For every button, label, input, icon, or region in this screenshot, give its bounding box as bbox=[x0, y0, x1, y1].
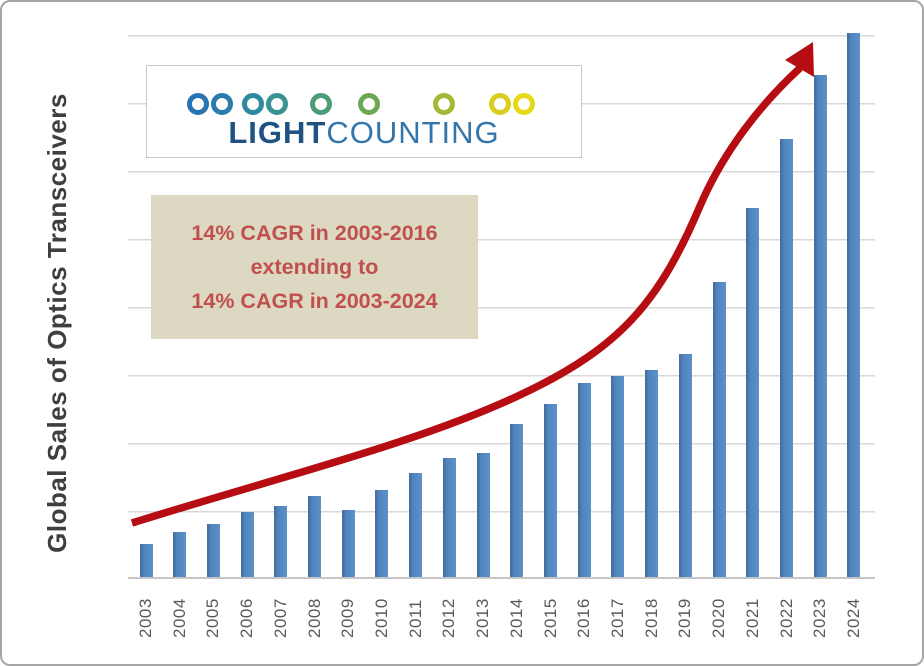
bar-2019 bbox=[678, 353, 692, 577]
x-tick-label-2012: 2012 bbox=[439, 598, 459, 638]
logo-word-counting: COUNTING bbox=[326, 115, 500, 150]
cagr-line-2: extending to bbox=[250, 254, 379, 279]
bar-2024 bbox=[847, 33, 861, 577]
cagr-line-1: 14% CAGR in 2003-2016 bbox=[191, 220, 438, 245]
chain-circle bbox=[187, 93, 209, 115]
x-tick-label-2009: 2009 bbox=[338, 598, 358, 638]
x-tick-label-2013: 2013 bbox=[473, 598, 493, 638]
bar-2022 bbox=[780, 139, 794, 577]
logo-word-light: LIGHT bbox=[228, 115, 327, 150]
bar-2013 bbox=[476, 453, 490, 577]
lightcounting-logo: LIGHTCOUNTING bbox=[146, 65, 582, 158]
x-tick-label-2006: 2006 bbox=[237, 598, 257, 638]
circles-chain-icon bbox=[179, 93, 545, 115]
chain-circle bbox=[211, 93, 233, 115]
x-tick-label-2011: 2011 bbox=[405, 599, 425, 638]
bar-2021 bbox=[746, 207, 760, 577]
bar-2007 bbox=[274, 506, 288, 577]
chain-circle bbox=[358, 93, 380, 115]
x-tick-label-2010: 2010 bbox=[371, 598, 391, 638]
bar-2008 bbox=[308, 496, 322, 577]
bar-2018 bbox=[645, 369, 659, 577]
x-tick-label-2014: 2014 bbox=[506, 598, 526, 638]
x-tick-label-2016: 2016 bbox=[574, 598, 594, 638]
bar-2009 bbox=[341, 510, 355, 577]
x-tick-label-2017: 2017 bbox=[607, 598, 627, 638]
x-tick-label-2007: 2007 bbox=[270, 598, 290, 638]
x-tick-label-2003: 2003 bbox=[136, 598, 155, 638]
x-tick-label-2023: 2023 bbox=[810, 598, 830, 638]
x-tick-label-2008: 2008 bbox=[304, 598, 324, 638]
bar-2005 bbox=[206, 523, 220, 577]
bar-2006 bbox=[240, 512, 254, 577]
x-tick-label-2005: 2005 bbox=[203, 598, 223, 638]
bar-2011 bbox=[409, 472, 423, 577]
bar-2020 bbox=[712, 281, 726, 577]
chain-circle bbox=[489, 93, 511, 115]
chain-circle bbox=[266, 93, 288, 115]
bar-2010 bbox=[375, 489, 389, 577]
x-tick-label-2021: 2021 bbox=[742, 598, 762, 638]
bar-2023 bbox=[813, 75, 827, 577]
bar-2004 bbox=[173, 532, 187, 577]
bar-2017 bbox=[611, 376, 625, 577]
bar-2014 bbox=[510, 424, 524, 577]
logo-wordmark: LIGHTCOUNTING bbox=[147, 115, 581, 151]
x-tick-label-2004: 2004 bbox=[169, 598, 189, 638]
chain-circle bbox=[433, 93, 455, 115]
x-tick-label-2019: 2019 bbox=[675, 598, 695, 638]
x-tick-label-2024: 2024 bbox=[843, 598, 863, 638]
x-tick-label-2015: 2015 bbox=[540, 598, 560, 638]
x-tick-label-2022: 2022 bbox=[776, 598, 796, 638]
chain-circle bbox=[513, 93, 535, 115]
chain-circle bbox=[242, 93, 264, 115]
x-tick-label-2020: 2020 bbox=[709, 598, 729, 638]
x-tick-label-2018: 2018 bbox=[641, 598, 661, 638]
cagr-annotation-box: 14% CAGR in 2003-2016 extending to 14% C… bbox=[151, 195, 478, 339]
chain-circle bbox=[310, 93, 332, 115]
y-axis-title: Global Sales of Optics Transceivers bbox=[42, 93, 72, 553]
bar-2003 bbox=[139, 543, 153, 577]
bar-2012 bbox=[442, 458, 456, 577]
bar-2015 bbox=[544, 404, 558, 577]
bar-2016 bbox=[577, 383, 591, 577]
cagr-line-3: 14% CAGR in 2003-2024 bbox=[191, 288, 438, 313]
